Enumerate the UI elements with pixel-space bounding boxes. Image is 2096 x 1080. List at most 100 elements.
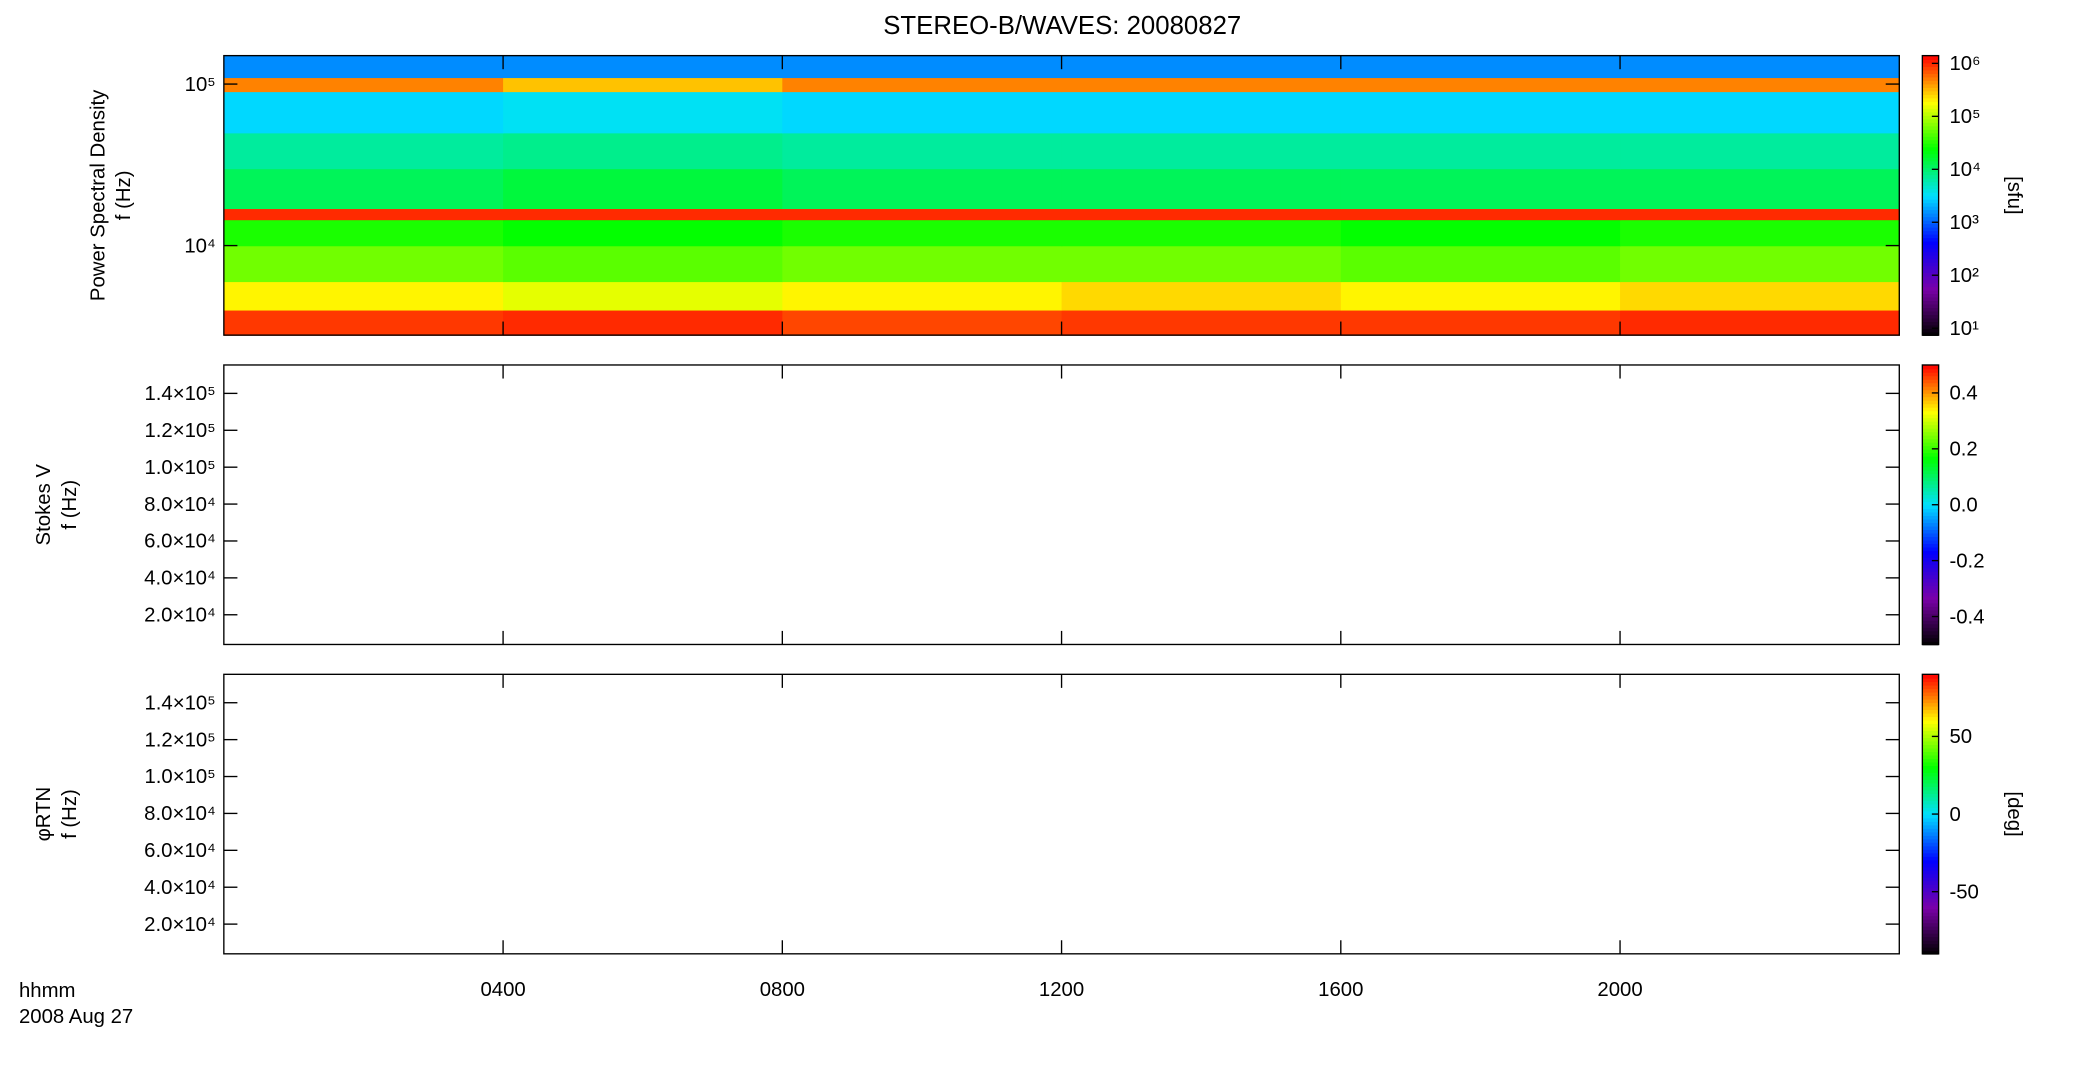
y-axis-label: f (Hz) [59,480,81,530]
colorbar-swatch [1922,800,1939,805]
colorbar-swatch [1922,599,1939,604]
colorbar-swatch [1922,824,1939,829]
colorbar-swatch [1922,532,1939,537]
colorbar-swatch [1922,633,1939,639]
colorbar-swatch [1922,494,1939,499]
colorbar-swatch [1922,609,1939,614]
colorbar-swatch [1922,209,1939,214]
colorbar-swatch [1922,922,1939,927]
colorbar-swatch [1922,869,1939,875]
colorbar-tick-label: -50 [1949,881,1978,903]
colorbar-tick-label: 50 [1949,726,1972,748]
colorbar-swatch [1922,723,1939,728]
colorbar-swatch [1922,810,1939,815]
colorbar-swatch [1922,497,1939,503]
colorbar-swatch [1922,480,1939,485]
colorbar-swatch [1922,894,1939,899]
heatmap-cell [1620,309,1900,336]
colorbar-swatch [1922,382,1939,387]
colorbar-swatch [1922,76,1939,81]
colorbar-swatch [1922,279,1939,284]
colorbar-swatch [1922,855,1939,861]
colorbar-swatch [1922,684,1939,690]
colorbar-swatch [1922,915,1939,920]
colorbar-swatch [1922,588,1939,593]
y-tick-label: 6.0×10⁴ [144,840,216,862]
colorbar-swatch [1922,324,1939,329]
colorbar-swatch [1922,876,1939,882]
colorbar-swatch [1922,83,1939,88]
colorbar-swatch [1922,445,1939,450]
colorbar-swatch [1922,880,1939,885]
colorbar-frame [1921,54,1940,336]
colorbar-swatch [1922,681,1939,686]
y-axis-label: f (Hz) [113,171,135,221]
colorbar-swatch [1922,936,1939,941]
colorbar-swatch [1922,282,1939,288]
colorbar-swatch [1922,789,1939,794]
colorbar-swatch [1922,817,1939,822]
colorbar-swatch [1922,786,1939,791]
colorbar-swatch [1922,637,1939,642]
colorbar-swatch [1922,772,1939,777]
colorbar-tick-label: 0 [1949,804,1960,826]
y-axis-label: Power Spectral Density [87,89,109,301]
colorbar-tick-label: -0.4 [1949,606,1984,628]
colorbar-swatch [1922,139,1939,144]
heatmap-cell [503,168,784,210]
colorbar-swatch [1922,132,1939,137]
colorbar-swatch [1922,908,1939,913]
colorbar-swatch [1922,198,1939,204]
colorbar-swatch [1922,371,1939,377]
colorbar-swatch [1922,543,1939,548]
heatmap-cell [503,132,784,170]
colorbar-swatch [1922,719,1939,725]
colorbar-swatch [1922,174,1939,179]
colorbar-swatch [1922,705,1939,711]
colorbar-swatch [1922,525,1939,530]
colorbar-swatch [1922,219,1939,225]
colorbar-swatch [1922,441,1939,447]
colorbar-swatch [1922,431,1939,436]
colorbar-swatch [1922,385,1939,391]
y-tick-label: 1.2×10⁵ [144,420,215,442]
heatmap-cell [223,77,504,93]
heatmap-cell [1061,168,1342,210]
colorbar-swatch [1922,296,1939,302]
colorbar-swatch [1922,897,1939,903]
heatmap-cell [1061,91,1342,134]
colorbar-swatch [1922,849,1939,854]
colorbar-tick-label: 10⁵ [1949,106,1980,128]
colorbar-swatch [1922,807,1939,812]
colorbar-swatch [1922,761,1939,766]
colorbar-swatch [1922,866,1939,871]
colorbar-swatch [1922,392,1939,398]
colorbar-swatch [1922,712,1939,718]
colorbar-swatch [1922,240,1939,246]
colorbar-swatch [1922,744,1939,749]
heatmap-cell [1620,208,1900,221]
heatmap-cell [1620,132,1900,170]
colorbar-swatch [1922,125,1939,130]
colorbar-swatch [1922,925,1939,931]
colorbar-swatch [1922,427,1939,433]
colorbar-swatch [1922,375,1939,380]
colorbar-swatch [1922,448,1939,454]
heatmap-cell [782,55,1063,79]
x-tick-label: 1200 [1039,979,1084,1001]
colorbar-tick-label: 10³ [1949,212,1979,234]
heatmap-cell [223,55,504,79]
heatmap-cell [503,77,784,93]
colorbar-swatch [1922,904,1939,910]
colorbar-swatch [1922,473,1939,478]
colorbar-swatch [1922,108,1939,113]
heatmap-cell [223,219,504,247]
heatmap-cell [1340,132,1621,170]
heatmap-cell [1061,208,1342,221]
colorbar-swatch [1922,726,1939,732]
colorbar-swatch [1922,508,1939,513]
colorbar-swatch [1922,97,1939,102]
colorbar-swatch [1922,803,1939,808]
colorbar-swatch [1922,265,1939,270]
colorbar-swatch [1922,842,1939,847]
